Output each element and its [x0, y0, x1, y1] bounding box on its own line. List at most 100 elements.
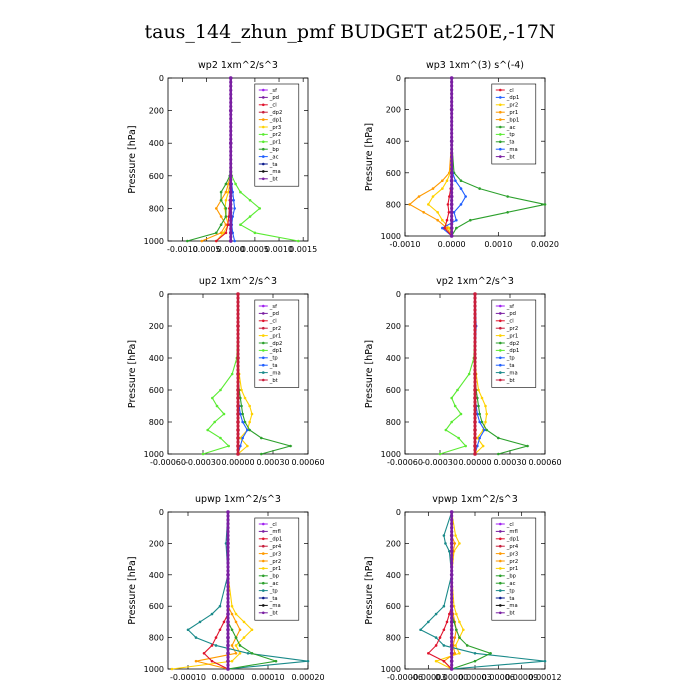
- data-point: [226, 518, 230, 522]
- x-tick-label: 0.0015: [289, 245, 317, 254]
- legend-marker: [262, 596, 265, 600]
- data-point: [229, 96, 233, 100]
- x-tick-label: -0.00006: [387, 673, 423, 682]
- data-point: [476, 436, 479, 440]
- data-point: [226, 663, 230, 667]
- data-point: [467, 372, 471, 376]
- data-point: [447, 211, 451, 214]
- data-point: [473, 372, 477, 376]
- legend-marker: [499, 326, 502, 330]
- legend-marker: [499, 341, 502, 345]
- data-point: [236, 356, 240, 360]
- data-point: [246, 444, 249, 448]
- y-tick-label: 400: [149, 571, 164, 580]
- data-point: [240, 404, 243, 408]
- y-tick-label: 200: [386, 539, 401, 548]
- data-point: [450, 596, 454, 600]
- y-axis-label: Pressure [hPa]: [127, 125, 138, 193]
- data-point: [427, 203, 430, 206]
- data-point: [229, 129, 233, 133]
- data-point: [473, 444, 477, 448]
- data-point: [450, 183, 454, 187]
- data-point: [450, 202, 454, 206]
- data-point: [450, 230, 454, 234]
- y-tick-label: 1000: [144, 450, 164, 459]
- data-point: [445, 179, 449, 182]
- legend-label: _ma: [269, 603, 281, 609]
- y-axis-label: Pressure [hPa]: [364, 123, 375, 191]
- legend-label: _tp: [506, 588, 516, 594]
- data-point: [227, 444, 230, 448]
- data-point: [473, 448, 477, 452]
- data-point: [450, 584, 454, 589]
- data-point: [248, 198, 252, 202]
- legend-label: _ac: [506, 581, 516, 587]
- series-bt: [236, 292, 240, 456]
- y-tick-label: 1000: [381, 450, 401, 459]
- data-point: [450, 147, 454, 151]
- data-point: [236, 412, 240, 416]
- data-point: [229, 161, 233, 166]
- data-point: [450, 139, 454, 143]
- data-point: [434, 659, 438, 663]
- data-point: [434, 612, 438, 616]
- data-point: [234, 644, 238, 647]
- x-tick-label: -0.00060: [387, 458, 423, 467]
- data-point: [226, 639, 230, 644]
- y-tick-label: 800: [149, 418, 164, 427]
- x-tick-label: 0.0005: [193, 245, 221, 254]
- y-tick-label: 0: [159, 290, 164, 299]
- data-point: [236, 452, 240, 456]
- data-point: [450, 88, 454, 92]
- data-point: [248, 404, 251, 408]
- x-tick-label: -0.00060: [150, 458, 186, 467]
- data-point: [224, 198, 228, 202]
- y-tick-label: 400: [149, 139, 164, 148]
- data-point: [170, 667, 174, 671]
- data-point: [476, 412, 479, 416]
- legend-label: _ac: [269, 581, 279, 587]
- data-point: [450, 514, 454, 518]
- data-point: [450, 210, 454, 214]
- data-point: [250, 652, 254, 655]
- data-point: [408, 203, 411, 206]
- chart-panel-3: up2 1xm^2/s^3 0 200 400 600 800 1000-0.00060 -0…: [127, 276, 325, 467]
- data-point: [236, 420, 240, 424]
- data-point: [229, 227, 233, 231]
- legend-marker: [262, 312, 265, 315]
- legend-marker: [262, 378, 265, 382]
- legend-label: _pr1: [506, 110, 518, 116]
- data-point: [457, 436, 460, 440]
- data-point: [473, 316, 477, 320]
- data-point: [458, 652, 461, 655]
- data-point: [236, 364, 240, 368]
- legend-marker: [499, 147, 502, 151]
- data-point: [229, 84, 233, 88]
- data-point: [473, 440, 477, 444]
- data-point: [219, 388, 222, 392]
- chart-panel-6: vpwp 1xm^2/s^3 0 200 400 600 800 1000-0.00006-…: [364, 494, 562, 682]
- y-axis-label: Pressure [hPa]: [364, 556, 375, 624]
- data-point: [450, 104, 454, 108]
- legend-marker: [499, 133, 502, 136]
- data-point: [473, 356, 477, 360]
- y-tick-label: 200: [149, 107, 164, 116]
- legend-marker: [499, 334, 502, 337]
- data-point: [194, 659, 198, 663]
- data-point: [229, 76, 233, 80]
- data-point: [226, 557, 230, 561]
- y-tick-label: 600: [149, 172, 164, 181]
- data-point: [453, 652, 457, 655]
- data-point: [450, 155, 454, 159]
- y-tick-label: 400: [386, 354, 401, 363]
- data-point: [224, 207, 228, 210]
- data-point: [234, 182, 237, 186]
- data-point: [450, 420, 453, 424]
- data-point: [236, 416, 240, 420]
- legend-marker: [499, 125, 502, 129]
- data-point: [484, 420, 487, 424]
- legend-marker: [499, 349, 502, 352]
- data-point: [481, 444, 485, 448]
- data-point: [243, 420, 247, 424]
- data-point: [450, 663, 454, 667]
